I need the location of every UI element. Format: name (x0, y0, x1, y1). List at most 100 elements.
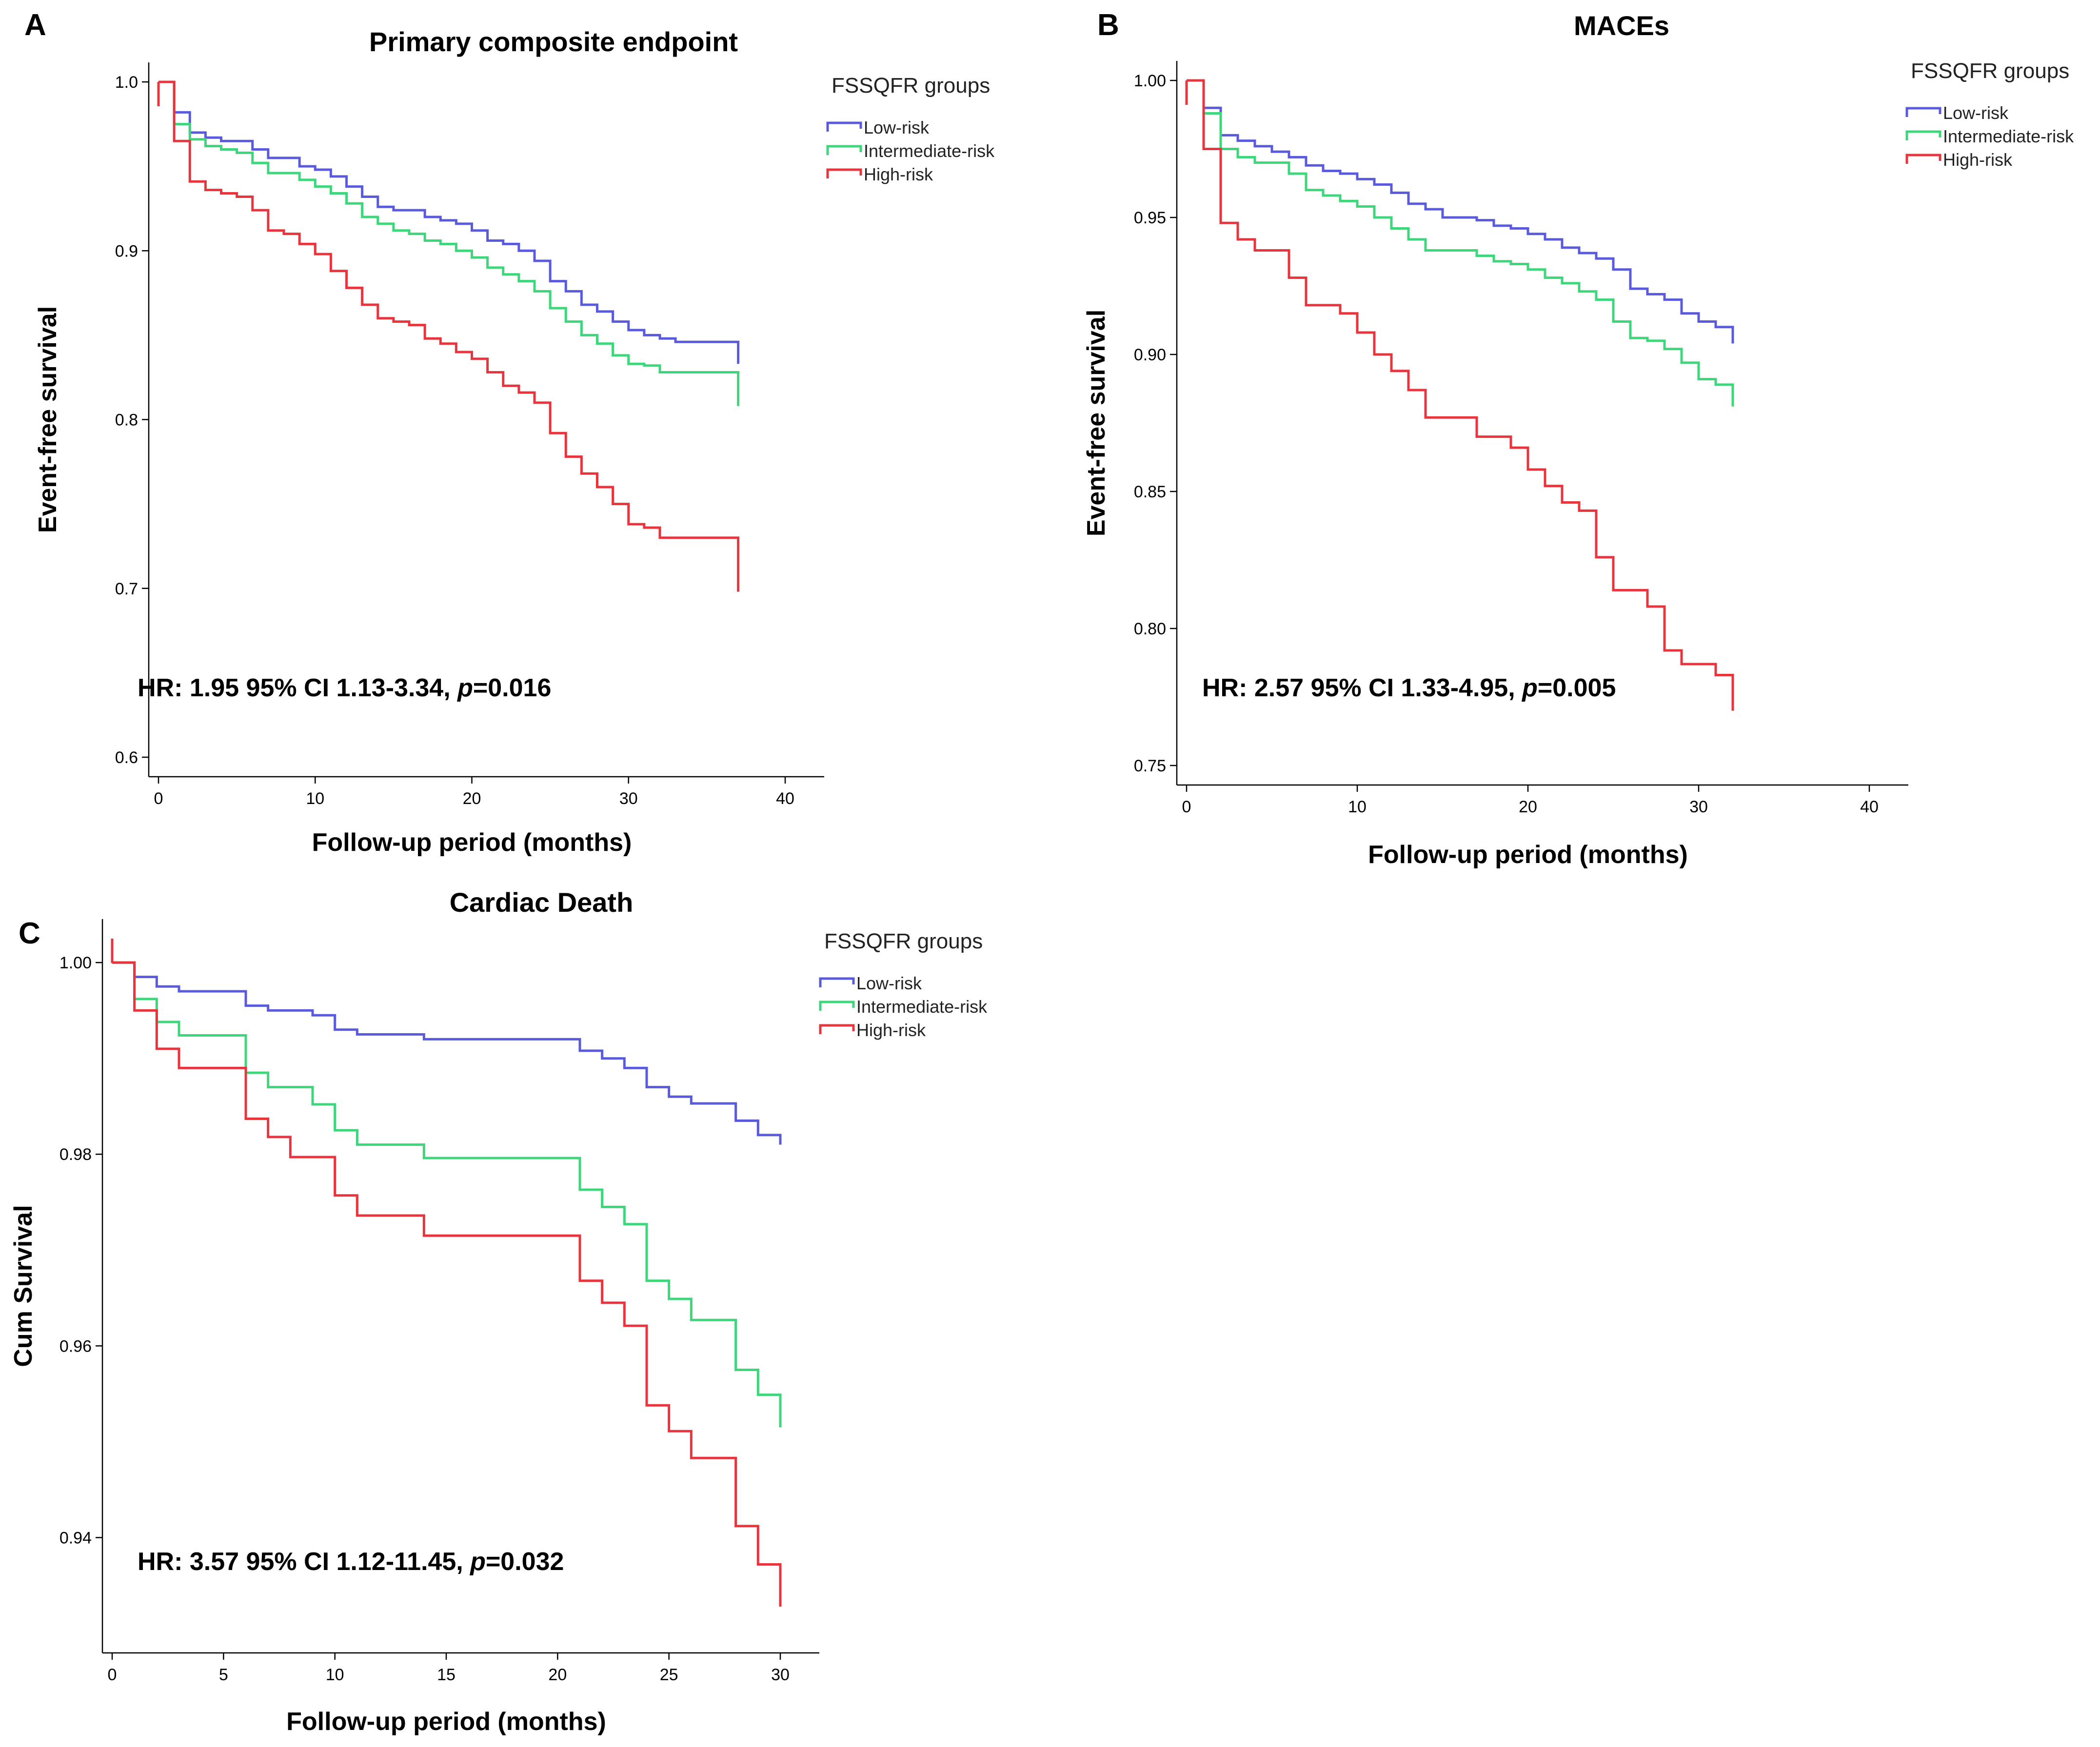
y-tick-label: 1.0 (115, 73, 138, 92)
legend: FSSQFR groups Low-risk Intermediate-risk H… (826, 74, 995, 184)
legend-label-intermediate: Intermediate-risk (864, 141, 995, 161)
y-tick-label: 0.98 (59, 1145, 92, 1164)
y-axis-label: Event-free survival (34, 306, 62, 533)
chart-title: MACEs (1574, 10, 1669, 41)
legend-label-intermediate: Intermediate-risk (1943, 126, 2074, 146)
p-value: =0.032 (486, 1548, 564, 1576)
x-tick-label: 30 (619, 789, 638, 808)
panel-letter: A (24, 8, 46, 42)
series-group (157, 80, 740, 592)
chart-title: Cardiac Death (450, 887, 634, 918)
x-tick-label: 40 (776, 789, 794, 808)
x-tick-label: 30 (1689, 798, 1708, 816)
p-value: =0.005 (1538, 674, 1616, 702)
legend-swatch-low (1905, 107, 1942, 117)
y-tick-label: 0.85 (1134, 483, 1166, 501)
legend: FSSQFR groups Low-risk Intermediate-risk H… (1905, 59, 2074, 170)
x-axis-label: Follow-up period (months) (312, 828, 632, 857)
y-tick-label: 1.00 (59, 954, 92, 972)
survival-curve-high (112, 961, 782, 1607)
survival-curve-low (158, 80, 740, 364)
legend-title: FSSQFR groups (1911, 59, 2069, 83)
p-label: p (1521, 674, 1538, 702)
x-tick-label: 10 (1348, 798, 1367, 816)
x-axis-label: Follow-up period (months) (286, 1708, 606, 1736)
panel-letter: C (19, 917, 40, 950)
legend-swatch-low (826, 121, 862, 132)
legend: FSSQFR groups Low-risk Intermediate-risk H… (819, 929, 988, 1040)
legend-label-intermediate: Intermediate-risk (856, 997, 988, 1017)
legend-label-high: High-risk (864, 164, 933, 184)
legend-label-low: Low-risk (1943, 103, 2009, 123)
survival-curve-low (1187, 79, 1734, 344)
legend-title: FSSQFR groups (824, 929, 983, 953)
hr-annotation-main: HR: 3.57 95% CI 1.12-11.45, (138, 1548, 470, 1576)
survival-curve-low (112, 961, 782, 1145)
legend-swatch-high (1905, 154, 1942, 164)
y-axis-label: Event-free survival (1082, 310, 1110, 536)
legend-label-low: Low-risk (856, 973, 922, 993)
y-tick-label: 0.94 (59, 1529, 92, 1547)
chart-title: Primary composite endpoint (369, 26, 738, 57)
y-tick-label: 0.6 (115, 748, 138, 767)
y-tick-label: 0.75 (1134, 757, 1166, 775)
legend-label-low: Low-risk (864, 118, 930, 137)
x-tick-label: 5 (219, 1666, 228, 1684)
chart-panel-a: A Primary composite endpoint 0.60.70.80.… (24, 8, 995, 857)
x-tick-label: 40 (1860, 798, 1879, 816)
x-tick-label: 15 (437, 1666, 456, 1684)
tick-group: 0.75 0.80 0.85 0.90 0.95 1.00 0 10 20 30 40 (1134, 72, 1879, 816)
y-tick-label: 0.96 (59, 1337, 92, 1355)
y-axis-label: Cum Survival (9, 1205, 38, 1367)
y-tick-label: 0.90 (1134, 346, 1166, 364)
hr-annotation: HR: 2.57 95% CI 1.33-4.95, p=0.005 (1202, 674, 1616, 702)
x-tick-label: 0 (1182, 798, 1191, 816)
x-tick-label: 30 (771, 1666, 790, 1684)
tick-group: 0.6 0.7 0.8 0.9 1.0 0 10 20 30 40 (115, 73, 794, 808)
x-tick-label: 25 (660, 1666, 678, 1684)
x-tick-label: 10 (306, 789, 324, 808)
chart-panel-b: B MACEs 0.75 0.80 0.85 0.90 0.95 1.00 0 10 20 30 4… (1082, 8, 2074, 869)
hr-annotation: HR: 3.57 95% CI 1.12-11.45, p=0.032 (138, 1548, 564, 1576)
survival-curve-intermediate (112, 961, 782, 1428)
y-tick-label: 0.9 (115, 242, 138, 260)
legend-swatch-intermediate (819, 1001, 855, 1011)
hr-annotation: HR: 1.95 95% CI 1.13-3.34, p=0.016 (138, 674, 551, 702)
x-tick-label: 20 (463, 789, 481, 808)
p-label: p (469, 1548, 486, 1576)
survival-curve-high (1187, 79, 1734, 711)
legend-title: FSSQFR groups (832, 74, 990, 98)
legend-label-high: High-risk (856, 1020, 926, 1040)
y-tick-label: 0.95 (1134, 209, 1166, 227)
panel-letter: B (1097, 8, 1119, 42)
legend-label-high: High-risk (1943, 150, 2013, 170)
legend-swatch-low (819, 977, 855, 987)
legend-swatch-high (819, 1024, 855, 1034)
legend-swatch-intermediate (826, 145, 862, 155)
y-tick-label: 0.7 (115, 580, 138, 598)
tick-group: 0.94 0.96 0.98 1.00 0 5 10 15 20 25 30 (59, 954, 790, 1684)
x-tick-label: 0 (154, 789, 163, 808)
survival-curve-intermediate (1187, 79, 1734, 407)
y-tick-label: 0.8 (115, 411, 138, 430)
x-tick-label: 20 (548, 1666, 567, 1684)
series-group (1185, 79, 1734, 711)
y-tick-label: 0.80 (1134, 620, 1166, 638)
p-label: p (456, 674, 473, 702)
legend-swatch-high (826, 168, 862, 178)
x-tick-label: 20 (1519, 798, 1537, 816)
hr-annotation-main: HR: 1.95 95% CI 1.13-3.34, (138, 674, 457, 702)
series-group (111, 939, 782, 1607)
survival-curve-high (158, 80, 740, 592)
x-tick-label: 10 (326, 1666, 344, 1684)
x-axis-label: Follow-up period (months) (1368, 841, 1688, 869)
hr-annotation-main: HR: 2.57 95% CI 1.33-4.95, (1202, 674, 1522, 702)
survival-curve-intermediate (158, 80, 740, 406)
legend-swatch-intermediate (1905, 130, 1942, 140)
chart-panel-c: C Cardiac Death 0.94 0.96 0.98 1.00 0 5 10 15 20… (9, 887, 988, 1736)
x-tick-label: 0 (108, 1666, 117, 1684)
y-tick-label: 1.00 (1134, 72, 1166, 90)
p-value: =0.016 (473, 674, 552, 702)
